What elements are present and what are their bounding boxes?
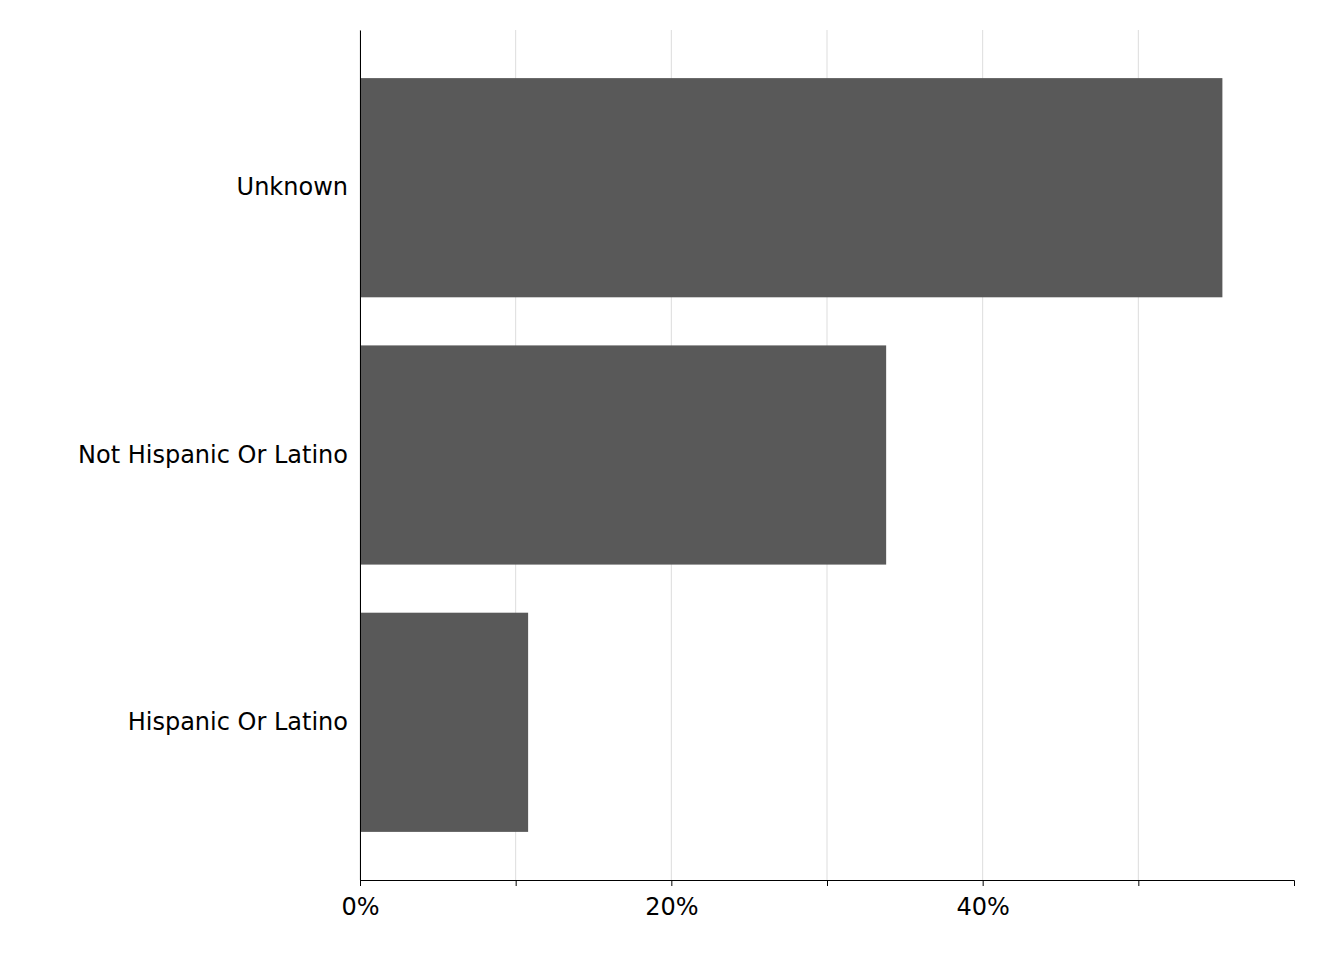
tick <box>1138 880 1139 886</box>
tick: 20% <box>645 880 698 921</box>
tick-mark <box>516 880 517 886</box>
tick-mark <box>827 880 828 886</box>
value-axis: 0% 20% 40% <box>341 880 1294 921</box>
category-axis: Hispanic Or Latino Not Hispanic Or Latino… <box>78 31 360 881</box>
plot: 0% 20% 40% Hispanic Or Latino Not Hispanic O… <box>78 30 1294 921</box>
tick-mark <box>360 880 361 886</box>
bar <box>360 78 1222 297</box>
tick <box>516 880 517 886</box>
tick: Hispanic Or Latino <box>128 708 360 736</box>
tick: 0% <box>341 880 379 921</box>
chart: 0% 20% 40% Hispanic Or Latino Not Hispanic O… <box>0 0 1344 960</box>
tick-mark <box>671 880 672 886</box>
tick: Unknown <box>237 173 360 201</box>
bar <box>360 345 886 564</box>
tick-label: Hispanic Or Latino <box>128 708 348 736</box>
tick-mark <box>983 880 984 886</box>
tick: 40% <box>956 880 1009 921</box>
axis-line <box>360 31 361 881</box>
tick-label: 40% <box>956 893 1009 921</box>
grid-line <box>360 30 361 880</box>
tick-label: Unknown <box>237 173 348 201</box>
chart-container: 0% 20% 40% Hispanic Or Latino Not Hispanic O… <box>0 0 1344 960</box>
bars <box>360 78 1222 832</box>
tick-label: 0% <box>341 893 379 921</box>
tick: Not Hispanic Or Latino <box>78 441 360 469</box>
tick-label: Not Hispanic Or Latino <box>78 441 348 469</box>
axis-line <box>361 881 1295 887</box>
tick <box>827 880 828 886</box>
tick-label: 20% <box>645 893 698 921</box>
bar <box>360 613 528 832</box>
tick-mark <box>1138 880 1139 886</box>
